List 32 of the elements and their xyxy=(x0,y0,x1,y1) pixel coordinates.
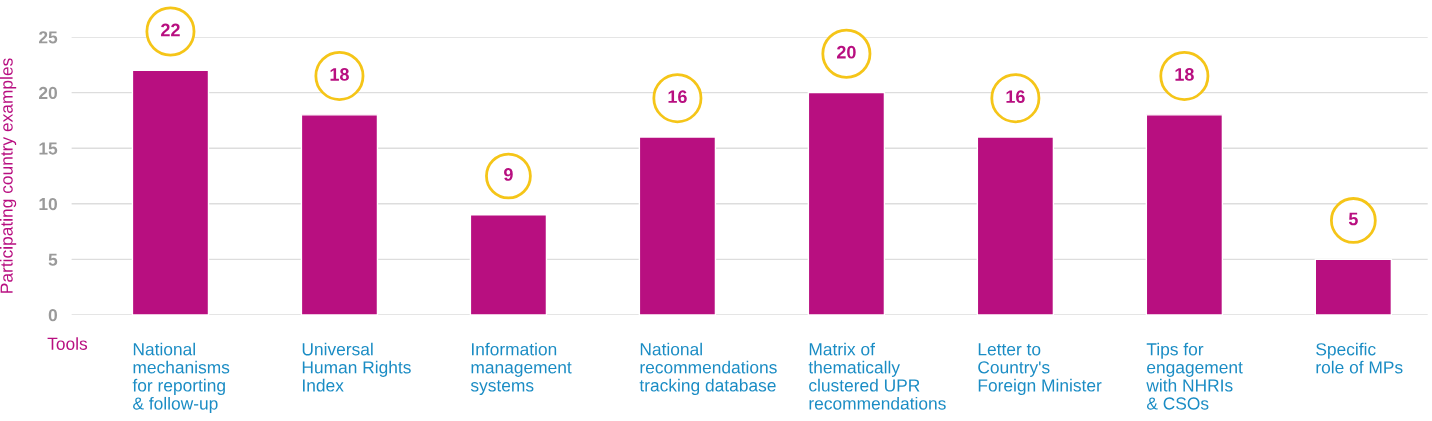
data-label: 5 xyxy=(1348,212,1358,226)
data-label: 20 xyxy=(836,45,856,59)
y-tick-label: 20 xyxy=(39,86,57,100)
data-label: 22 xyxy=(161,23,180,37)
bar xyxy=(976,136,1055,315)
data-label: 16 xyxy=(668,90,687,104)
data-label: 9 xyxy=(504,168,513,181)
bar xyxy=(638,136,717,315)
y-tick-label: 15 xyxy=(39,142,58,155)
data-label: 16 xyxy=(1006,90,1025,104)
x-tick-label: National recommendations tracking database xyxy=(639,342,777,396)
data-label: 18 xyxy=(330,68,349,81)
bar xyxy=(300,114,379,315)
y-tick-label: 10 xyxy=(39,197,57,211)
x-tick-label: Universal Human Rights Index xyxy=(302,342,411,392)
x-tick-label: National mechanisms for reporting & follow-up xyxy=(132,342,230,414)
y-tick-label: 0 xyxy=(48,309,57,322)
x-tick-label: Matrix of thematically clustered UPR recommendations xyxy=(808,342,946,410)
bar xyxy=(807,91,886,315)
x-tick-label: Information management systems xyxy=(470,342,572,396)
bar xyxy=(1314,258,1393,315)
y-axis-title: Participating country examples xyxy=(0,58,17,293)
data-label: 18 xyxy=(1175,68,1194,81)
y-tick-label: 5 xyxy=(48,253,58,266)
bar xyxy=(131,69,210,315)
x-tick-label: Specific role of MPs xyxy=(1316,342,1403,374)
bar xyxy=(1145,114,1224,315)
y-tick-label: 25 xyxy=(39,31,58,44)
bar xyxy=(469,214,548,315)
x-axis-title: Tools xyxy=(47,337,88,350)
x-tick-label: Letter to Country's Foreign Minister xyxy=(978,343,1102,396)
x-tick-label: Tips for engagement with NHRIs & CSOs xyxy=(1146,342,1243,410)
